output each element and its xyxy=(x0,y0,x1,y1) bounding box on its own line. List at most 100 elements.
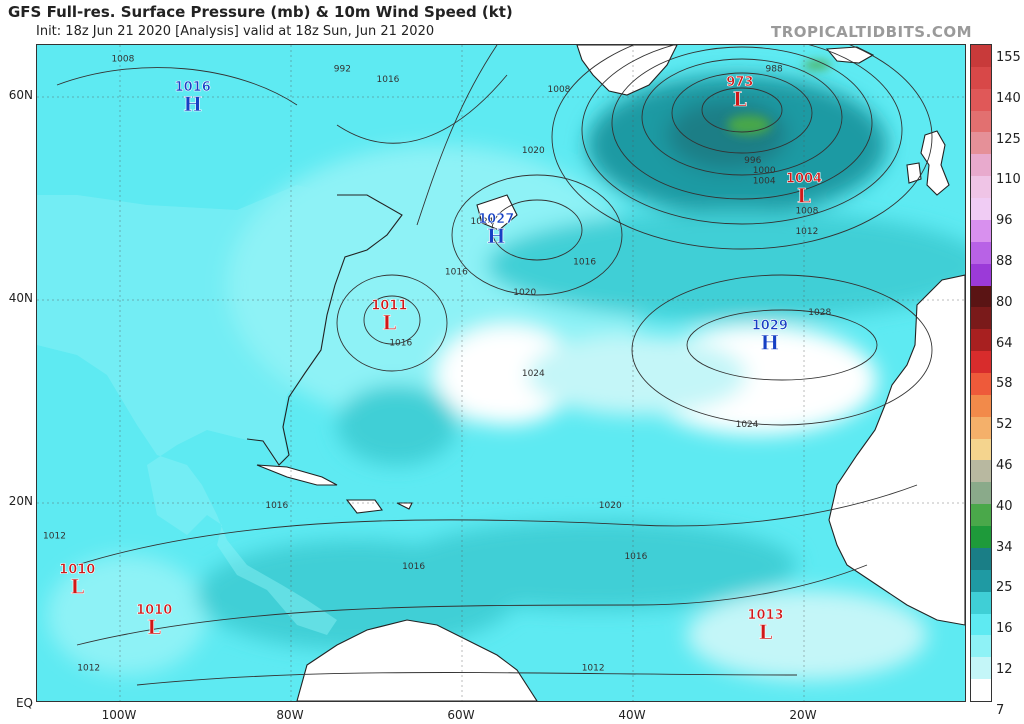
isobar-label: 1016 xyxy=(445,268,468,278)
isobar-label: 1012 xyxy=(43,532,66,542)
colorbar-tick: 16 xyxy=(996,621,1013,637)
colorbar-tick: 40 xyxy=(996,498,1013,514)
pressure-symbol: H xyxy=(487,224,506,248)
colorbar-tick: 140 xyxy=(996,90,1021,106)
isobar-label: 1028 xyxy=(808,308,831,318)
lon-label-20w: 20W xyxy=(789,708,817,722)
isobar-label: 1016 xyxy=(265,501,288,511)
colorbar-segment xyxy=(971,263,991,287)
pressure-value: 1027 xyxy=(478,212,514,227)
isobar-label: 992 xyxy=(334,65,351,75)
wind-speed-colorbar xyxy=(970,44,992,702)
isobar-label: 1024 xyxy=(736,420,759,430)
isobar-label: 1008 xyxy=(111,54,134,64)
colorbar-tick: 12 xyxy=(996,662,1013,677)
wind-shading xyxy=(47,75,965,680)
isobar-label: 1016 xyxy=(624,552,647,562)
lat-label-60n: 60N xyxy=(8,88,33,102)
map-header: GFS Full-res. Surface Pressure (mb) & 10… xyxy=(0,0,1024,44)
colorbar-segment xyxy=(971,460,991,483)
landmasses xyxy=(37,45,965,701)
isobar-label: 1024 xyxy=(471,217,494,227)
colorbar-segment xyxy=(971,307,991,330)
isobar-label: 988 xyxy=(766,65,783,75)
isobar-label: 1012 xyxy=(795,227,818,237)
lon-label-40w: 40W xyxy=(618,708,646,722)
colorbar-tick: 46 xyxy=(996,458,1013,473)
colorbar-segment xyxy=(971,373,991,396)
colorbar-tick: 34 xyxy=(996,539,1013,555)
colorbar-segment xyxy=(971,176,991,199)
graticule xyxy=(37,45,965,701)
weather-map[interactable]: 1008 992 1016 1008 1020 1024 1016 1020 1016 1024 1… xyxy=(36,44,966,702)
colorbar-segment xyxy=(971,657,991,680)
colorbar-tick: 88 xyxy=(996,254,1013,269)
pressure-value: 973 xyxy=(726,75,753,90)
isobar-label: 1004 xyxy=(753,176,776,186)
lon-label-60w: 60W xyxy=(447,708,475,722)
colorbar-segment xyxy=(971,438,991,461)
lat-label-20n: 20N xyxy=(8,494,33,508)
colorbar-tick: 125 xyxy=(996,131,1021,147)
isobar-label: 1016 xyxy=(389,339,412,349)
colorbar-segment xyxy=(971,351,991,374)
pressure-symbol: L xyxy=(382,310,396,334)
map-valid-time: Init: 18z Jun 21 2020 [Analysis] valid a… xyxy=(36,24,435,39)
pressure-value: 1011 xyxy=(371,298,407,313)
colorbar-segment xyxy=(971,482,991,505)
colorbar-tick: 155 xyxy=(996,50,1021,65)
brand-watermark[interactable]: TROPICALTIDBITS.COM xyxy=(771,23,972,41)
pressure-symbol: L xyxy=(758,620,772,644)
isobar-labels: 1008992101610081020102410161020101610241… xyxy=(43,54,831,673)
colorbar-segment xyxy=(971,198,991,221)
colorbar-tick: 96 xyxy=(996,213,1013,229)
colorbar-segment xyxy=(971,132,991,155)
isobar-label: 1012 xyxy=(77,663,100,673)
colorbar-segment xyxy=(971,45,991,68)
colorbar-tick: 110 xyxy=(996,172,1021,188)
lon-label-100w: 100W xyxy=(101,708,137,722)
pressure-value: 1010 xyxy=(136,603,172,618)
pressure-value: 1010 xyxy=(59,562,95,577)
isobar-label: 1020 xyxy=(522,146,545,156)
colorbar-segment xyxy=(971,154,991,177)
map-title: GFS Full-res. Surface Pressure (mb) & 10… xyxy=(8,3,513,21)
colorbar-segment xyxy=(971,526,991,549)
colorbar-tick: 64 xyxy=(996,335,1013,351)
colorbar-segment xyxy=(971,219,991,243)
colorbar-segment xyxy=(971,66,991,90)
colorbar-tick: 25 xyxy=(996,580,1013,596)
lat-label-40n: 40N xyxy=(8,291,33,305)
colorbar-tick: 80 xyxy=(996,294,1013,310)
isobars xyxy=(56,45,933,686)
colorbar-segment xyxy=(971,88,991,112)
colorbar-segment xyxy=(971,394,991,418)
pressure-symbol: L xyxy=(147,615,161,639)
isobar-label: 1016 xyxy=(377,75,400,85)
pressure-symbol: H xyxy=(183,92,202,116)
pressure-symbol: H xyxy=(760,331,779,355)
colorbar-segment xyxy=(971,591,991,615)
colorbar-segment xyxy=(971,416,991,440)
colorbar-segment xyxy=(971,504,991,527)
isobar-label: 1016 xyxy=(402,562,425,572)
pressure-symbol: L xyxy=(70,574,84,598)
pressure-symbol: L xyxy=(733,87,747,111)
map-canvas: 1008992101610081020102410161020101610241… xyxy=(37,45,965,701)
pressure-value: 1016 xyxy=(175,80,211,95)
colorbar-segment xyxy=(971,285,991,308)
colorbar-segment xyxy=(971,241,991,265)
isobar-label: 996 xyxy=(744,156,761,166)
colorbar-segment xyxy=(971,679,991,702)
colorbar-segment xyxy=(971,569,991,593)
